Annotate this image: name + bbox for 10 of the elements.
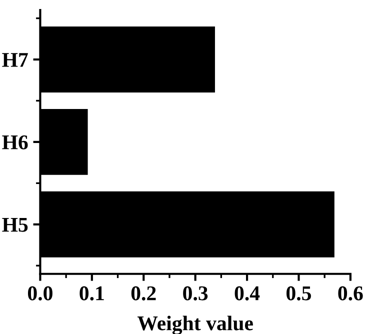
y-tick-label: H5 <box>2 218 28 232</box>
x-tick-label: 0.1 <box>80 286 104 300</box>
x-tick-label: 0.5 <box>286 286 311 300</box>
y-tick-label: H6 <box>2 135 28 150</box>
x-tick-label: 0.2 <box>131 286 156 300</box>
x-tick-label: 0.3 <box>183 286 208 300</box>
x-tick-label: 0.0 <box>28 286 52 300</box>
y-tick-label: H7 <box>2 53 28 67</box>
x-tick-label: 0.6 <box>338 286 363 300</box>
x-tick-label: 0.4 <box>234 286 260 300</box>
